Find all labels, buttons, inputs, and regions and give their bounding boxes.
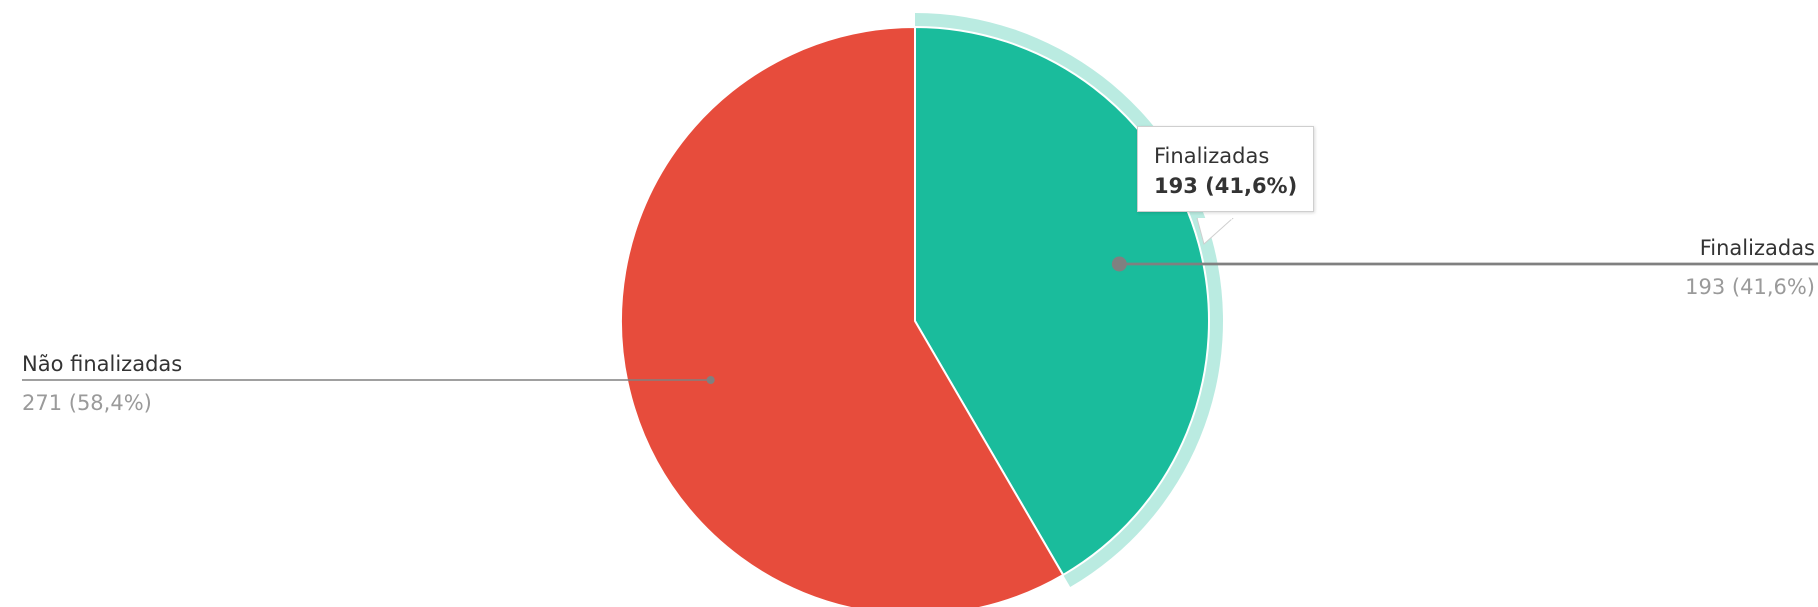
tooltip: Finalizadas 193 (41,6%) — [1137, 126, 1315, 212]
pie-slice-finalizadas[interactable] — [914, 25, 1210, 577]
tooltip-title: Finalizadas — [1154, 144, 1270, 168]
slice-label-value-finalizadas: 193 (41,6%) — [1685, 275, 1815, 299]
pie-slice-nao-finalizadas[interactable] — [620, 25, 1065, 607]
slice-label-name-finalizadas: Finalizadas — [1700, 236, 1815, 260]
tooltip-value: 193 (41,6%) — [1154, 174, 1298, 198]
leader-dot-nao-finalizadas — [706, 376, 715, 384]
leader-dot-finalizadas — [1111, 256, 1127, 272]
slice-label-value-nao-finalizadas: 271 (58,4%) — [22, 391, 152, 415]
slice-label-name-nao-finalizadas: Não finalizadas — [22, 352, 182, 376]
tooltip-arrow — [1196, 218, 1234, 245]
